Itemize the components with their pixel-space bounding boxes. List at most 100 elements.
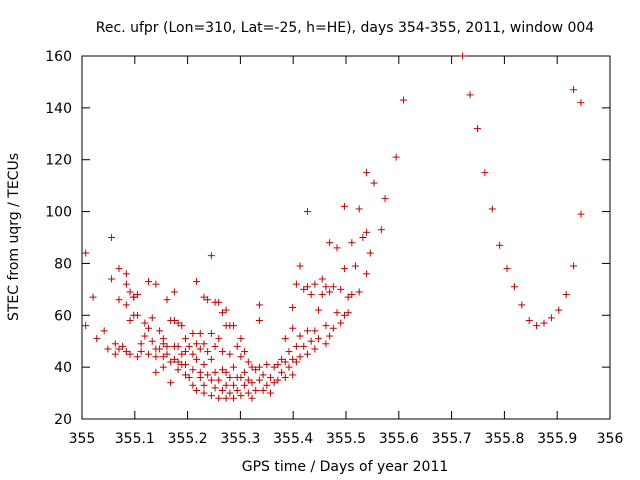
data-point — [181, 371, 189, 379]
data-point — [281, 358, 289, 366]
data-point — [303, 208, 311, 216]
data-point — [311, 345, 319, 353]
data-point — [237, 353, 245, 361]
data-point — [377, 226, 385, 234]
data-point — [111, 340, 119, 348]
data-point — [126, 288, 134, 296]
data-point — [163, 350, 171, 358]
data-point — [333, 309, 341, 317]
data-point — [93, 335, 101, 343]
data-point — [145, 350, 153, 358]
data-point — [170, 288, 178, 296]
data-point — [296, 262, 304, 270]
data-point — [222, 306, 230, 314]
data-point — [133, 353, 141, 361]
data-point — [196, 345, 204, 353]
data-point — [355, 205, 363, 213]
data-point — [333, 244, 341, 252]
data-point — [181, 335, 189, 343]
data-point — [318, 291, 326, 299]
data-point — [122, 301, 130, 309]
x-tick-label: 355.4 — [273, 431, 313, 447]
data-point — [141, 319, 149, 327]
data-point — [344, 293, 352, 301]
data-point — [366, 249, 374, 257]
data-point — [300, 285, 308, 293]
data-point — [289, 371, 297, 379]
data-point — [326, 288, 334, 296]
data-point — [370, 179, 378, 187]
data-point — [337, 285, 345, 293]
data-point — [348, 239, 356, 247]
data-point — [255, 316, 263, 324]
data-point — [241, 381, 249, 389]
data-point — [156, 327, 164, 335]
data-point — [252, 366, 260, 374]
data-point — [185, 342, 193, 350]
data-point — [193, 386, 201, 394]
data-point — [292, 280, 300, 288]
y-tick-label: 160 — [45, 49, 72, 65]
data-point — [496, 241, 504, 249]
data-point — [237, 335, 245, 343]
data-point — [204, 371, 212, 379]
data-point — [211, 368, 219, 376]
data-point — [248, 363, 256, 371]
data-point — [200, 381, 208, 389]
data-point — [218, 366, 226, 374]
data-point — [326, 239, 334, 247]
data-point — [189, 350, 197, 358]
data-point — [285, 348, 293, 356]
data-point — [156, 345, 164, 353]
data-point — [570, 262, 578, 270]
data-point — [189, 366, 197, 374]
data-point — [363, 270, 371, 278]
data-point — [159, 353, 167, 361]
data-point — [289, 355, 297, 363]
data-point — [270, 379, 278, 387]
x-tick-label: 355.3 — [220, 431, 260, 447]
x-tick-label: 355.2 — [168, 431, 208, 447]
x-tick-label: 356 — [597, 431, 624, 447]
data-point — [230, 322, 238, 330]
data-point — [226, 374, 234, 382]
data-point — [130, 293, 138, 301]
data-point — [329, 324, 337, 332]
data-point — [218, 386, 226, 394]
data-point — [230, 394, 238, 402]
data-point — [115, 265, 123, 273]
y-tick-label: 60 — [54, 308, 72, 324]
x-axis: 355 355.1 355.2 355.3 355.4 355.5 355.6 355.7 35… — [69, 56, 624, 447]
data-point — [281, 335, 289, 343]
data-point — [348, 291, 356, 299]
data-point — [126, 350, 134, 358]
data-point — [307, 337, 315, 345]
data-point — [193, 340, 201, 348]
data-point — [270, 363, 278, 371]
y-tick-label: 120 — [45, 153, 72, 169]
data-point — [285, 363, 293, 371]
data-point — [159, 335, 167, 343]
data-point — [167, 379, 175, 387]
x-tick-label: 355.8 — [484, 431, 524, 447]
x-axis-label: GPS time / Days of year 2011 — [242, 459, 449, 475]
data-point — [167, 358, 175, 366]
data-point — [122, 280, 130, 288]
data-point — [311, 280, 319, 288]
data-point — [200, 293, 208, 301]
data-point — [540, 319, 548, 327]
y-tick-label: 40 — [54, 360, 72, 376]
data-point — [274, 361, 282, 369]
data-point — [255, 376, 263, 384]
y-tick-label: 100 — [45, 205, 72, 221]
data-point — [100, 327, 108, 335]
data-point — [215, 376, 223, 384]
data-point — [555, 306, 563, 314]
data-point — [307, 291, 315, 299]
data-point — [237, 374, 245, 382]
data-point — [315, 306, 323, 314]
data-point — [174, 342, 182, 350]
data-point — [259, 371, 267, 379]
data-point — [119, 342, 127, 350]
